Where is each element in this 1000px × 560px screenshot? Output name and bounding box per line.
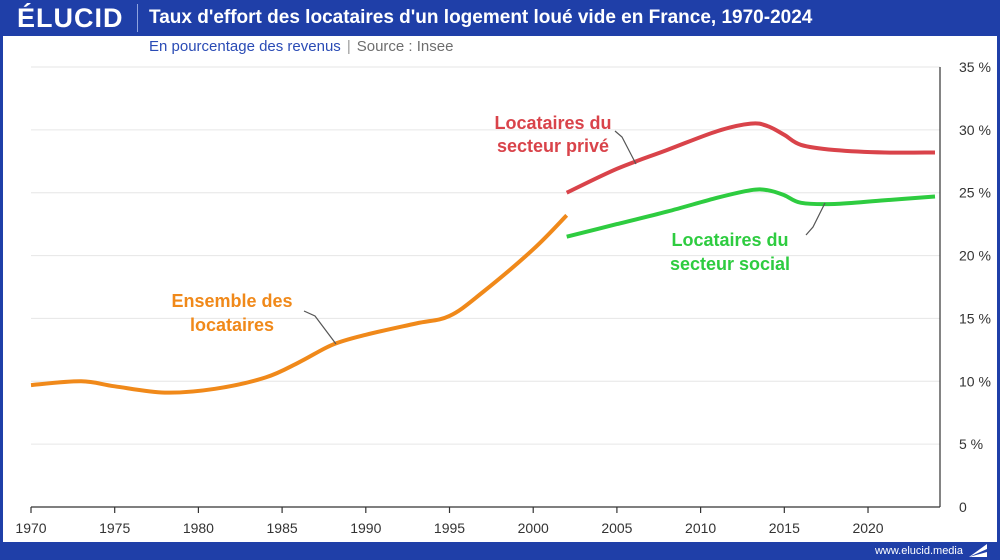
x-tick-label: 2020 — [852, 520, 883, 536]
y-tick-label: 0 — [959, 499, 967, 515]
leader-line-prive — [614, 130, 637, 165]
label-prive: secteur privé — [497, 136, 609, 156]
x-tick-label: 1980 — [183, 520, 214, 536]
subtitle-separator: | — [346, 38, 351, 55]
y-tick-label: 5 % — [959, 436, 983, 452]
header-divider — [137, 4, 138, 32]
label-ensemble: Ensemble des — [171, 291, 292, 311]
label-social: Locataires du — [671, 230, 788, 250]
brand-logo[interactable]: ÉLUCID — [17, 3, 124, 33]
x-tick-label: 1995 — [434, 520, 465, 536]
leader-line-social — [805, 202, 826, 236]
footer-bar: www.elucid.media — [3, 542, 997, 560]
label-prive: Locataires du — [494, 113, 611, 133]
x-tick-label: 1975 — [99, 520, 130, 536]
x-tick-label: 2010 — [685, 520, 716, 536]
series-social-line — [566, 187, 936, 239]
y-tick-label: 35 % — [959, 59, 991, 75]
x-tick-label: 2005 — [601, 520, 632, 536]
chart-title: Taux d'effort des locataires d'un logeme… — [149, 7, 813, 28]
y-tick-label: 15 % — [959, 310, 991, 326]
chart-subtitle: En pourcentage des revenus | Source : Inse… — [149, 38, 453, 55]
brand-mark-icon — [969, 544, 987, 557]
label-ensemble: locataires — [190, 315, 274, 335]
series-ensemble-line — [30, 213, 569, 395]
label-social: secteur social — [670, 254, 790, 274]
footer-url[interactable]: www.elucid.media — [874, 545, 963, 557]
x-tick-label: 2000 — [518, 520, 549, 536]
leader-line-ensemble — [303, 310, 337, 345]
line-chart: 0 5 % 10 % 15 % 20 % 25 % 30 % 35 % 1970 1975 1980… — [15, 59, 991, 536]
unit-label: En pourcentage des revenus — [149, 38, 341, 55]
y-tick-label: 10 % — [959, 373, 991, 389]
y-tick-label: 30 % — [959, 122, 991, 138]
y-tick-label: 20 % — [959, 248, 991, 264]
x-tick-label: 1990 — [350, 520, 381, 536]
y-tick-label: 25 % — [959, 185, 991, 201]
header-bar: ÉLUCID Taux d'effort des locataires d'un… — [3, 0, 997, 36]
series-prive-line — [565, 121, 936, 195]
x-tick-label: 1985 — [267, 520, 298, 536]
source-label: Source : Insee — [356, 38, 454, 55]
x-tick-label: 2015 — [769, 520, 800, 536]
x-tick-label: 1970 — [15, 520, 46, 536]
